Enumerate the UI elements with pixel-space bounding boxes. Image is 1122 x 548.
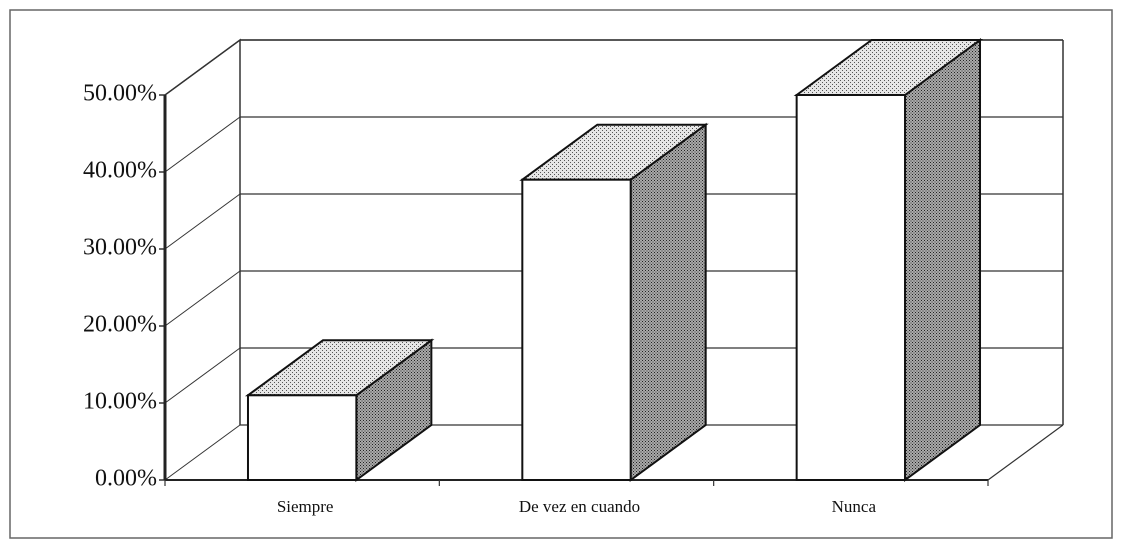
grid-line-side bbox=[164, 193, 241, 250]
grid-line-side bbox=[164, 39, 241, 96]
grid-line-side bbox=[164, 116, 241, 173]
x-tick-label: Siempre bbox=[277, 497, 334, 516]
bar bbox=[246, 394, 358, 481]
bar-side bbox=[629, 122, 707, 482]
floor-right bbox=[987, 424, 1064, 481]
grid-line-side bbox=[164, 347, 241, 404]
x-tick-label: De vez en cuando bbox=[519, 497, 640, 516]
y-tick-label: 20.00% bbox=[83, 312, 157, 338]
bar bbox=[795, 94, 907, 481]
grid-line-side bbox=[164, 270, 241, 327]
grid-line-side bbox=[164, 424, 241, 481]
x-tick-label: Nunca bbox=[832, 497, 877, 516]
bar-side bbox=[904, 38, 982, 482]
y-tick-label: 50.00% bbox=[83, 81, 157, 107]
y-tick-label: 10.00% bbox=[83, 389, 157, 415]
y-tick-label: 30.00% bbox=[83, 235, 157, 261]
y-tick-label: 40.00% bbox=[83, 158, 157, 184]
y-tick-label: 0.00% bbox=[95, 466, 157, 492]
bar bbox=[521, 178, 632, 481]
